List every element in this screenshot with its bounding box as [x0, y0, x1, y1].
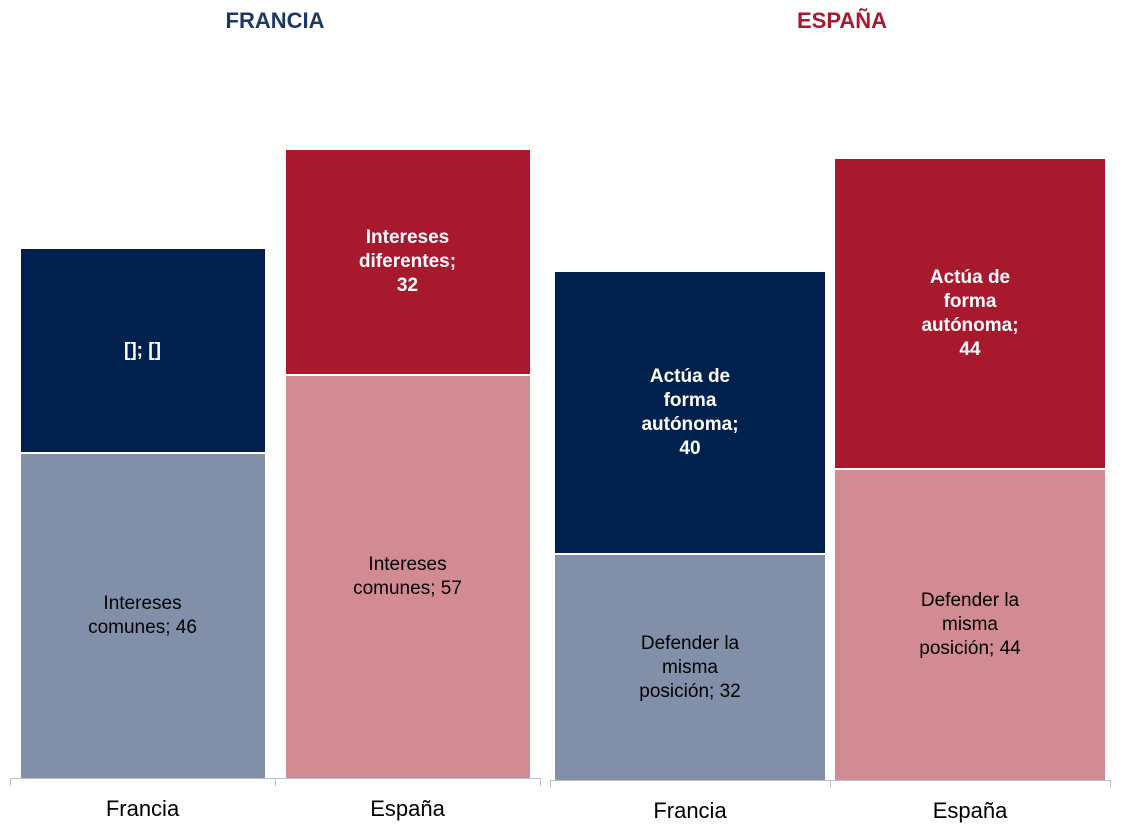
bar-segment: Defender la misma posición; 32 [555, 553, 825, 780]
x-tick-label: España [370, 796, 445, 821]
data-label: Intereses diferentes; 32 [358, 227, 457, 297]
data-label: Defender la misma posición; 32 [639, 632, 741, 702]
x-axis-tick [1110, 780, 1111, 788]
data-label: Actúa de forma autónoma; 44 [921, 266, 1019, 360]
x-tick-label: Francia [105, 796, 180, 821]
data-label: Actúa de forma autónoma; 40 [641, 365, 739, 459]
data-label: Intereses comunes; 46 [88, 593, 197, 639]
x-axis-tick [830, 780, 831, 788]
chart-title: ESPAÑA [796, 8, 888, 33]
x-axis-tick [10, 778, 11, 786]
bar-segment: Intereses diferentes; 32 [285, 147, 530, 375]
bar-segment: []; [] [20, 247, 265, 453]
x-axis-tick [550, 780, 551, 788]
data-label: []; [] [124, 339, 161, 361]
x-tick-label: Francia [653, 798, 727, 823]
bar-segment: Intereses comunes; 46 [20, 452, 265, 778]
x-axis-tick [275, 778, 276, 786]
bar-segment: Defender la misma posición; 44 [835, 468, 1105, 780]
bar-segment: Intereses comunes; 57 [285, 374, 530, 778]
bar-segment: Actúa de forma autónoma; 44 [835, 156, 1105, 469]
data-label: Defender la misma posición; 44 [919, 590, 1021, 660]
x-axis-tick [540, 778, 541, 786]
x-tick-label: España [932, 798, 1008, 823]
bar-segment: Actúa de forma autónoma; 40 [555, 270, 825, 554]
data-label: Intereses comunes; 57 [353, 554, 462, 600]
chart-title: FRANCIA [225, 8, 325, 33]
